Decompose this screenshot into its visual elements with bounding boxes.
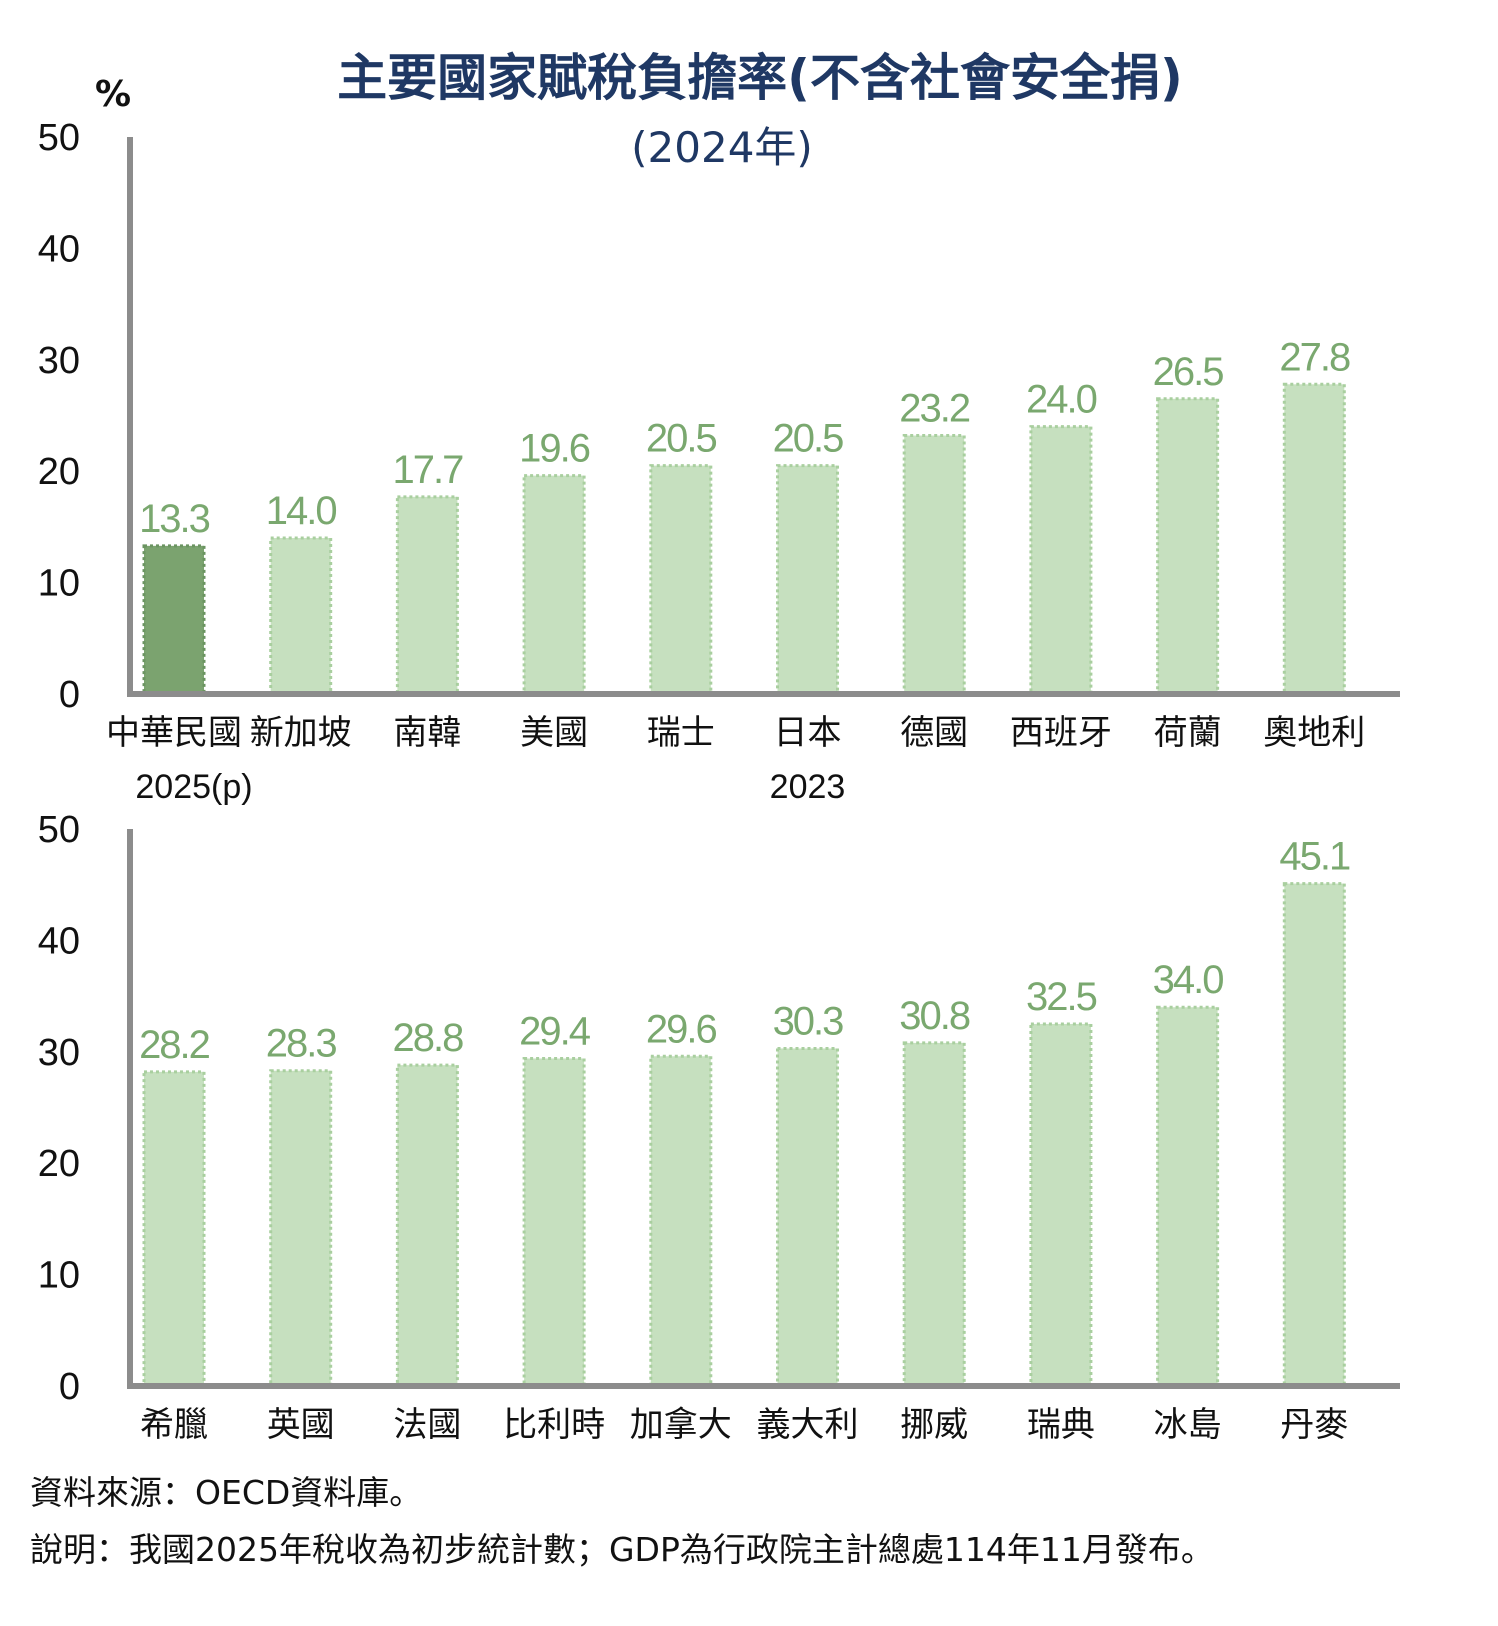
y-unit-label: % — [95, 74, 131, 115]
data-label: 17.7 — [392, 448, 463, 492]
y-tick-label: 50 — [38, 117, 80, 159]
y-tick-label: 50 — [38, 809, 80, 851]
bar — [649, 464, 713, 696]
data-label: 34.0 — [1153, 958, 1224, 1002]
bar — [142, 544, 206, 696]
chart-title: 主要國家賦稅負擔率(不含社會安全捐) — [337, 49, 1183, 107]
data-label: 14.0 — [266, 489, 337, 533]
data-label: 23.2 — [899, 387, 970, 431]
bar — [902, 434, 966, 696]
y-tick-label: 20 — [38, 451, 80, 493]
category-label: 冰島 — [1154, 1405, 1222, 1445]
top-panel: 0 10 20 30 40 50 13.3 中華民國 14.0 新加坡 17.7 南韓 19.6 美國 20… — [38, 117, 1400, 806]
bar — [776, 1046, 839, 1388]
y-tick-label: 30 — [38, 340, 80, 382]
data-label: 30.3 — [773, 999, 844, 1043]
bar — [522, 474, 586, 696]
bar — [902, 1041, 966, 1388]
category-label: 挪威 — [900, 1405, 968, 1445]
category-label: 西班牙 — [1010, 713, 1112, 753]
bar — [1156, 397, 1220, 696]
data-label: 45.1 — [1279, 835, 1350, 879]
source-note: 資料來源：OECD資料庫。 — [30, 1473, 423, 1512]
bar — [269, 1069, 333, 1388]
bar — [1156, 1005, 1220, 1388]
category-note: 2025(p) — [135, 768, 252, 806]
data-label: 28.2 — [139, 1023, 210, 1067]
data-label: 28.3 — [266, 1022, 337, 1066]
category-label: 奧地利 — [1263, 713, 1365, 753]
y-tick-label: 0 — [59, 1366, 80, 1408]
bar — [142, 1070, 206, 1388]
y-tick-label: 40 — [38, 920, 80, 962]
category-label: 瑞士 — [647, 713, 715, 753]
bar — [522, 1056, 586, 1388]
data-label: 28.8 — [392, 1016, 463, 1060]
category-label: 丹麥 — [1280, 1405, 1348, 1445]
data-label: 13.3 — [139, 497, 210, 541]
bar — [395, 1063, 459, 1388]
y-tick-label: 40 — [38, 228, 80, 270]
category-label: 加拿大 — [630, 1405, 732, 1445]
data-label: 19.6 — [519, 427, 590, 471]
category-label: 新加坡 — [250, 713, 352, 753]
data-label: 20.5 — [646, 417, 717, 461]
data-label: 32.5 — [1026, 975, 1097, 1019]
chart-subtitle: (2024年) — [631, 123, 813, 172]
y-tick-label: 10 — [38, 1255, 80, 1297]
y-tick-label: 0 — [59, 674, 80, 716]
y-tick-label: 30 — [38, 1032, 80, 1074]
data-label: 27.8 — [1279, 335, 1350, 379]
category-label: 美國 — [520, 713, 588, 753]
y-tick-label: 10 — [38, 563, 80, 605]
category-label: 義大利 — [757, 1405, 859, 1445]
data-label: 24.0 — [1026, 378, 1097, 422]
category-label: 希臘 — [140, 1405, 208, 1445]
category-label: 瑞典 — [1027, 1405, 1095, 1445]
bar — [1029, 1022, 1093, 1388]
category-label: 英國 — [267, 1405, 335, 1445]
category-label: 日本 — [774, 713, 842, 753]
category-note: 2023 — [770, 768, 846, 806]
bar — [1029, 425, 1093, 696]
bar — [1282, 882, 1346, 1388]
bar — [776, 464, 839, 696]
data-label: 20.5 — [773, 417, 844, 461]
bar — [1282, 382, 1346, 696]
data-label: 29.6 — [646, 1007, 717, 1051]
bar — [269, 536, 333, 696]
category-label: 德國 — [900, 713, 968, 753]
category-label: 法國 — [393, 1405, 461, 1445]
y-tick-label: 20 — [38, 1143, 80, 1185]
category-label: 荷蘭 — [1154, 713, 1222, 753]
data-label: 30.8 — [899, 994, 970, 1038]
data-label: 26.5 — [1153, 350, 1224, 394]
bar — [649, 1054, 713, 1388]
data-label: 29.4 — [519, 1009, 591, 1053]
category-label: 南韓 — [393, 713, 461, 753]
bar — [395, 495, 459, 696]
category-label: 比利時 — [503, 1405, 605, 1445]
bottom-panel: 0 10 20 30 40 50 28.2 希臘 28.3 英國 28.8 法國 29.4 比利時 29.6… — [38, 809, 1400, 1445]
category-label: 中華民國 — [106, 713, 242, 753]
explanation-note: 說明：我國2025年稅收為初步統計數；GDP為行政院主計總處114年11月發布。 — [30, 1530, 1214, 1569]
